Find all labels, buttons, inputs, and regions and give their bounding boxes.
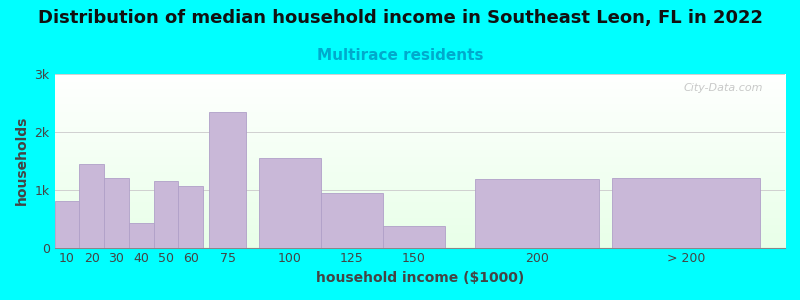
Bar [321, 193, 382, 247]
Text: Multirace residents: Multirace residents [317, 48, 483, 63]
Bar [178, 186, 203, 247]
Text: City-Data.com: City-Data.com [683, 83, 763, 93]
Bar [475, 179, 599, 248]
Bar [259, 158, 321, 248]
Bar [612, 178, 760, 248]
Bar [382, 226, 445, 247]
Bar [129, 223, 154, 247]
Y-axis label: households: households [15, 116, 29, 206]
Bar [54, 201, 79, 248]
Bar [154, 181, 178, 248]
Bar [104, 178, 129, 248]
X-axis label: household income ($1000): household income ($1000) [316, 271, 524, 285]
Bar [79, 164, 104, 248]
Text: Distribution of median household income in Southeast Leon, FL in 2022: Distribution of median household income … [38, 9, 762, 27]
Bar [210, 112, 246, 247]
